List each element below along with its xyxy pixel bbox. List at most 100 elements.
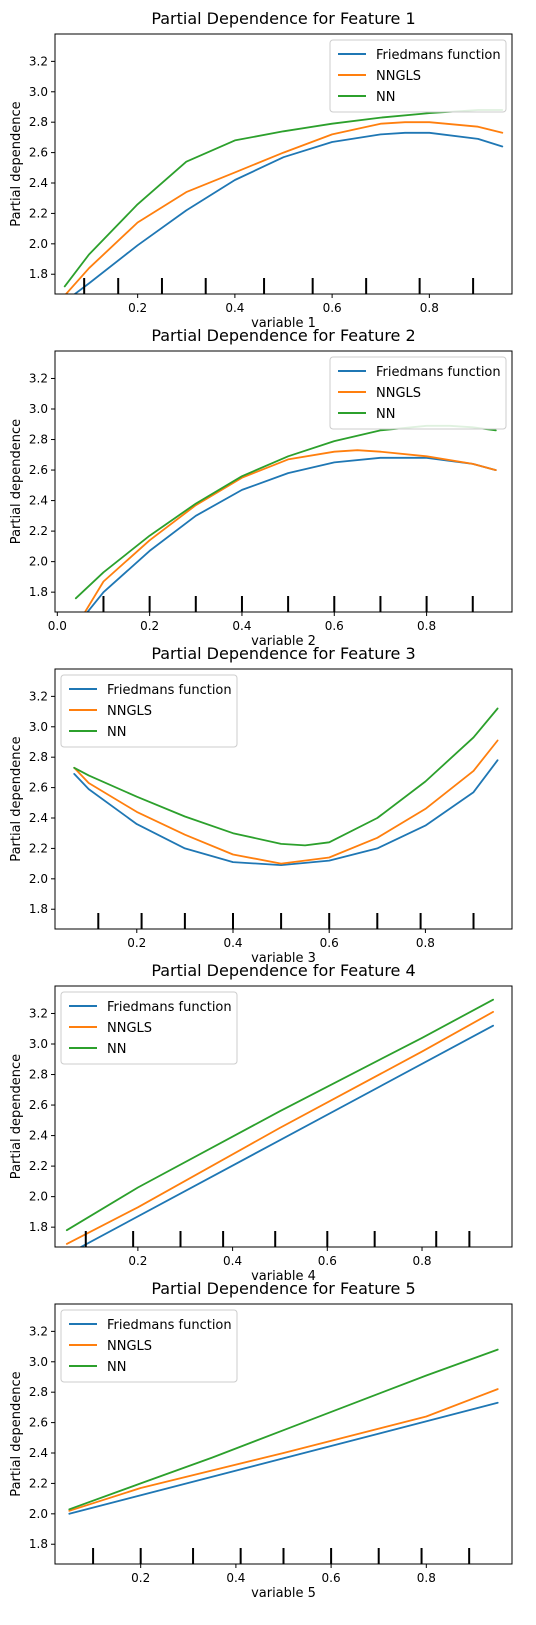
legend-label: NN — [107, 1042, 126, 1057]
series-group — [74, 424, 497, 612]
legend-box — [60, 991, 238, 1065]
legend-label: Friedmans function — [376, 365, 501, 380]
y-tick-label: 3.2 — [29, 371, 48, 385]
legend-label: NNGLS — [107, 1339, 152, 1354]
y-tick-label: 2.0 — [29, 237, 48, 251]
legend-label: Friedmans function — [107, 683, 232, 698]
legend-box — [329, 39, 507, 113]
chart-title: Partial Dependence for Feature 1 — [151, 9, 415, 28]
series-line-2 — [64, 121, 504, 294]
plot-frame — [54, 985, 513, 1248]
series-line-3 — [68, 1348, 499, 1511]
y-tick-label: 2.0 — [29, 872, 48, 886]
y-tick-label: 2.2 — [29, 524, 48, 538]
y-tick-label: 2.4 — [29, 494, 48, 508]
chart-panel-2: Partial Dependence for Feature 2 1.8 2.0 2.… — [9, 326, 513, 649]
legend-label: NNGLS — [376, 386, 421, 401]
legend-label: NNGLS — [107, 704, 152, 719]
series-line-2 — [65, 1011, 495, 1245]
x-axis-label: variable 4 — [251, 1269, 316, 1284]
x-tick-label: 0.8 — [412, 1254, 431, 1268]
plot-frame — [54, 33, 513, 295]
legend-label: Friedmans function — [107, 1000, 232, 1015]
plot-frame — [54, 350, 513, 613]
chart-title: Partial Dependence for Feature 5 — [151, 1279, 415, 1298]
x-tick-label: 0.8 — [420, 301, 439, 315]
series-line-2 — [73, 739, 499, 865]
y-axis-label: Partial dependence — [9, 736, 24, 861]
legend-label: NN — [107, 725, 126, 740]
y-axis-label: Partial dependence — [9, 1371, 24, 1496]
legend-label: NN — [376, 90, 395, 105]
x-tick-label: 0.2 — [127, 936, 146, 950]
y-tick-label: 2.2 — [29, 206, 48, 220]
x-tick-label: 0.8 — [416, 936, 435, 950]
y-tick-label: 2.0 — [29, 1507, 48, 1521]
x-axis-label: variable 3 — [251, 951, 316, 966]
legend: Friedmans function NNGLS NN — [60, 1309, 238, 1383]
legend-box — [60, 1309, 238, 1383]
x-tick-label: 0.4 — [226, 1571, 245, 1585]
y-tick-label: 3.0 — [29, 85, 48, 99]
y-tick-label: 2.2 — [29, 841, 48, 855]
x-tick-label: 0.4 — [225, 301, 244, 315]
y-tick-label: 2.2 — [29, 1159, 48, 1173]
x-tick-label: 0.0 — [48, 619, 67, 633]
x-tick-label: 0.6 — [322, 1571, 341, 1585]
x-tick-label: 0.8 — [417, 1571, 436, 1585]
legend-box — [60, 674, 238, 748]
legend-label: NN — [107, 1360, 126, 1375]
y-axis-label: Partial dependence — [9, 101, 24, 226]
y-tick-label: 2.4 — [29, 1129, 48, 1143]
series-line-2 — [68, 1388, 499, 1512]
legend-label: Friedmans function — [376, 48, 501, 63]
x-tick-label: 0.6 — [320, 936, 339, 950]
chart-title: Partial Dependence for Feature 2 — [151, 326, 415, 345]
legend-box — [329, 356, 507, 430]
series-line-1 — [73, 131, 504, 294]
y-tick-label: 3.2 — [29, 1324, 48, 1338]
series-line-1 — [73, 759, 499, 866]
series-line-1 — [79, 1024, 495, 1247]
series-line-1 — [68, 1401, 499, 1515]
y-tick-label: 2.4 — [29, 1446, 48, 1460]
chart-title: Partial Dependence for Feature 4 — [151, 961, 415, 980]
y-tick-label: 1.8 — [29, 1537, 48, 1551]
y-tick-label: 2.8 — [29, 1068, 48, 1082]
plot-frame — [54, 1303, 513, 1565]
legend-label: NNGLS — [376, 69, 421, 84]
legend: Friedmans function NNGLS NN — [60, 674, 238, 748]
y-axis-label: Partial dependence — [9, 1054, 24, 1179]
y-tick-label: 2.0 — [29, 555, 48, 569]
plot-frame — [54, 668, 513, 930]
x-tick-label: 0.2 — [140, 619, 159, 633]
legend-label: NN — [376, 407, 395, 422]
x-axis-label: variable 2 — [251, 634, 316, 649]
y-tick-label: 3.2 — [29, 1006, 48, 1020]
y-tick-label: 3.0 — [29, 720, 48, 734]
x-tick-label: 0.6 — [325, 619, 344, 633]
x-tick-label: 0.6 — [323, 301, 342, 315]
series-line-3 — [74, 424, 497, 600]
x-tick-label: 0.6 — [318, 1254, 337, 1268]
series-group — [73, 707, 499, 866]
y-tick-label: 2.8 — [29, 115, 48, 129]
y-tick-label: 2.2 — [29, 1476, 48, 1490]
x-tick-label: 0.4 — [223, 936, 242, 950]
y-tick-label: 2.4 — [29, 811, 48, 825]
legend: Friedmans function NNGLS NN — [60, 991, 238, 1065]
y-tick-label: 2.4 — [29, 176, 48, 190]
y-axis-label: Partial dependence — [9, 419, 24, 544]
chart-title: Partial Dependence for Feature 3 — [151, 644, 415, 663]
series-line-2 — [83, 449, 497, 612]
x-axis-label: variable 5 — [251, 1586, 316, 1601]
y-tick-label: 2.6 — [29, 1416, 48, 1430]
x-tick-label: 0.2 — [128, 301, 147, 315]
y-tick-label: 3.0 — [29, 1355, 48, 1369]
y-tick-label: 1.8 — [29, 1220, 48, 1234]
y-tick-label: 3.2 — [29, 54, 48, 68]
legend: Friedmans function NNGLS NN — [329, 39, 507, 113]
y-tick-label: 3.0 — [29, 402, 48, 416]
x-tick-label: 0.8 — [417, 619, 436, 633]
